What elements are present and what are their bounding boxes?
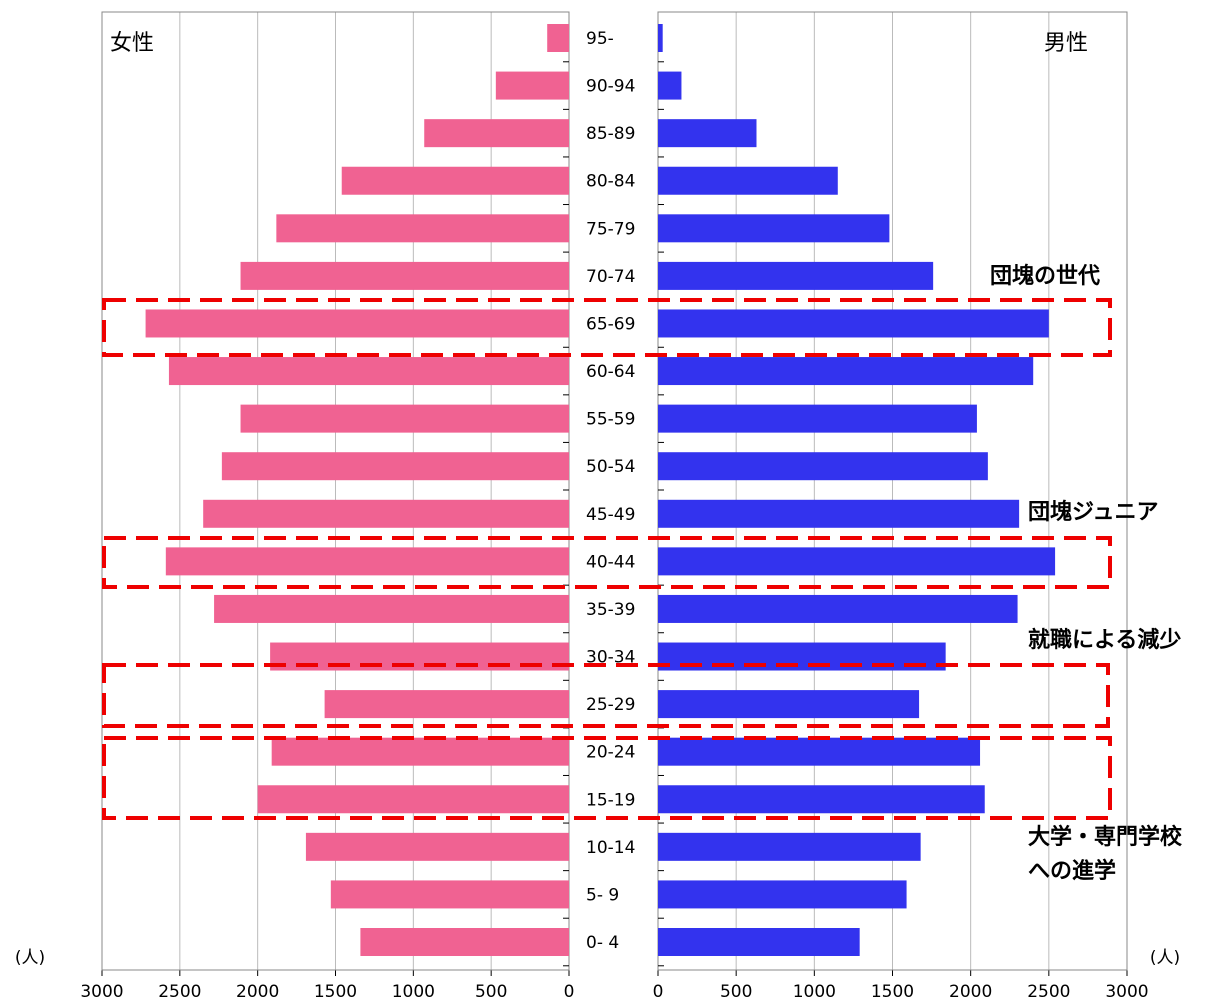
bar	[257, 785, 569, 814]
bar	[658, 24, 663, 52]
bar	[240, 404, 569, 433]
x-tick-label: 2500	[1027, 982, 1070, 1000]
highlight-box	[102, 298, 1112, 357]
bar	[658, 690, 920, 719]
panel-frame	[101, 11, 570, 971]
bar	[360, 928, 569, 956]
bar	[658, 880, 907, 909]
category-label: 60-64	[586, 362, 635, 382]
annotation: 大学・専門学校	[1028, 824, 1183, 850]
bar	[658, 452, 988, 481]
category-label: 50-54	[586, 457, 635, 477]
bar	[658, 357, 1034, 386]
annotation: 就職による減少	[1028, 627, 1181, 653]
bar	[145, 309, 569, 338]
unit-label: (人)	[15, 948, 45, 968]
bar	[658, 642, 946, 671]
bar	[658, 119, 757, 148]
bar	[547, 24, 569, 52]
annotation: 団塊ジュニア	[1028, 499, 1158, 525]
bar	[495, 71, 569, 100]
x-tick-label: 1000	[392, 982, 435, 1000]
panel-frame	[657, 11, 1128, 971]
bar	[658, 594, 1018, 623]
category-label: 55-59	[586, 410, 635, 430]
bar	[658, 71, 682, 100]
category-label: 95-	[586, 29, 614, 49]
bar	[341, 166, 569, 195]
panel-label: 男性	[1044, 31, 1088, 56]
category-label: 10-14	[586, 838, 635, 858]
x-tick-label: 0	[653, 982, 664, 1000]
category-label: 0- 4	[586, 933, 619, 953]
bar	[324, 690, 569, 719]
category-label: 15-19	[586, 790, 635, 810]
unit-label: (人)	[1150, 948, 1180, 968]
category-label: 5- 9	[586, 885, 619, 905]
category-label: 40-44	[586, 552, 635, 572]
category-label: 45-49	[586, 505, 635, 525]
bar	[658, 928, 860, 956]
x-tick-label: 2000	[949, 982, 992, 1000]
x-tick-label: 3000	[1105, 982, 1148, 1000]
x-tick-label: 0	[564, 982, 575, 1000]
bar	[168, 357, 570, 386]
x-tick-label: 500	[720, 982, 752, 1000]
x-tick-label: 2500	[158, 982, 201, 1000]
category-label: 70-74	[586, 267, 635, 287]
bar	[221, 452, 569, 481]
category-label: 80-84	[586, 172, 635, 192]
bar	[658, 547, 1056, 576]
category-label: 25-29	[586, 695, 635, 715]
category-label: 35-39	[586, 600, 635, 620]
category-label: 75-79	[586, 219, 635, 239]
bar	[424, 119, 569, 148]
bar	[203, 499, 569, 528]
x-tick-label: 3000	[80, 982, 123, 1000]
bar	[165, 547, 569, 576]
category-label: 90-94	[586, 77, 635, 97]
bar	[658, 785, 985, 814]
x-tick-label: 1500	[871, 982, 914, 1000]
category-label: 65-69	[586, 314, 635, 334]
bar	[658, 832, 921, 861]
highlight-boxes	[102, 298, 1112, 820]
bar	[270, 642, 569, 671]
x-tick-label: 1000	[793, 982, 836, 1000]
bar	[658, 499, 1020, 528]
category-label: 30-34	[586, 648, 635, 668]
highlight-box	[102, 736, 1112, 820]
bar	[276, 214, 569, 243]
x-tick-label: 2000	[236, 982, 279, 1000]
bar	[305, 832, 569, 861]
panel-label: 女性	[110, 31, 154, 56]
annotation: 団塊の世代	[990, 263, 1100, 289]
bar	[658, 404, 977, 433]
bar	[214, 594, 569, 623]
bar	[240, 261, 569, 290]
bar	[658, 214, 890, 243]
bar	[658, 737, 981, 766]
bar	[330, 880, 569, 909]
bar	[658, 309, 1049, 338]
x-tick-label: 1500	[314, 982, 357, 1000]
bar	[658, 166, 838, 195]
annotation: への進学	[1028, 858, 1116, 884]
bar	[658, 261, 934, 290]
highlight-box	[102, 536, 1112, 589]
category-label: 85-89	[586, 124, 635, 144]
bar	[271, 737, 569, 766]
highlight-box	[102, 663, 1110, 728]
x-tick-label: 500	[475, 982, 507, 1000]
category-label: 20-24	[586, 743, 635, 763]
